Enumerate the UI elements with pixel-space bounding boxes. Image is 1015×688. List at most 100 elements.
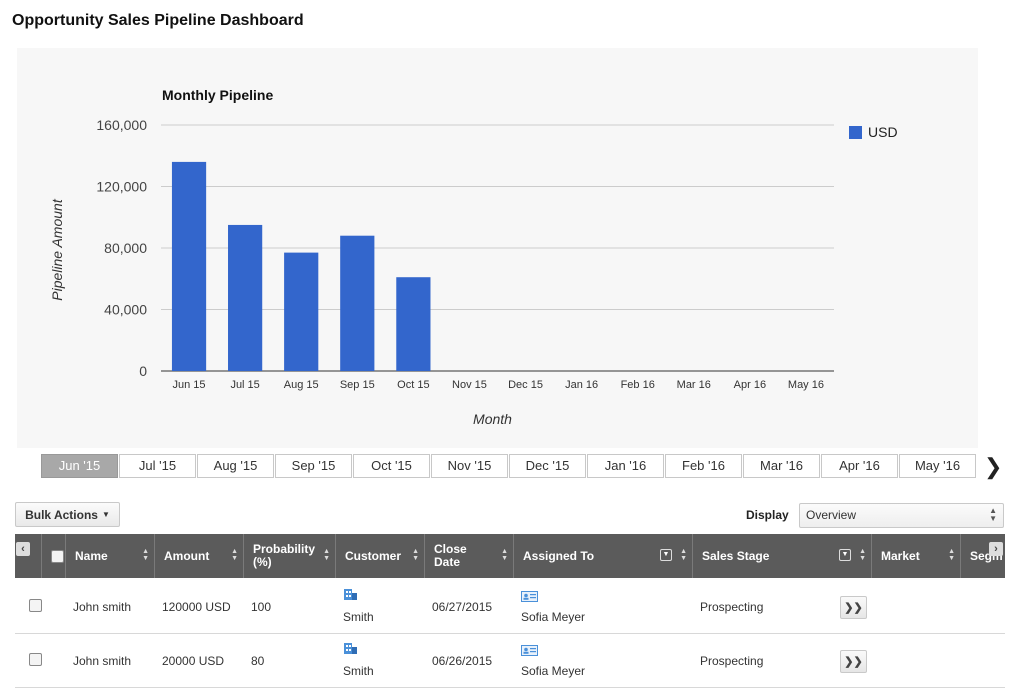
table-row[interactable]: John smith 120000 USD 100 Smith 06/27/2015 So… [15,580,1005,634]
contact-card-icon[interactable] [521,645,538,659]
bar [396,277,431,371]
month-tab[interactable]: Jul '15 [119,454,196,478]
column-header-close-date[interactable]: Close Date ▲ ▼ [424,534,513,578]
cell-sales-stage: Prospecting [700,654,764,668]
column-label: Assigned To [523,549,595,563]
column-label: Sales Stage [702,549,770,563]
display-select-value: Overview [806,508,857,522]
sort-icon[interactable]: ▲ ▼ [231,548,238,562]
y-axis-label: Pipeline Amount [49,198,65,301]
filter-dropdown-icon[interactable]: ▼ [839,549,851,561]
column-label: Name [75,549,108,563]
select-all-cell [41,534,65,578]
x-tick-label: Jul 15 [230,379,259,391]
select-arrows-icon: ▲ ▼ [989,506,997,523]
column-label: Probability (%) [253,542,316,569]
sort-icon[interactable]: ▲ ▼ [680,548,687,562]
display-select[interactable]: Overview ▲ ▼ [799,503,1004,528]
month-tab[interactable]: Dec '15 [509,454,586,478]
cell-sales-stage: Prospecting [700,600,764,614]
y-tick-label: 120,000 [96,179,147,195]
month-tab[interactable]: Mar '16 [743,454,820,478]
x-tick-label: Aug 15 [284,379,319,391]
month-tab[interactable]: Aug '15 [197,454,274,478]
x-tick-label: Feb 16 [621,379,655,391]
sort-icon[interactable]: ▲ ▼ [501,548,508,562]
sort-icon[interactable]: ▲ ▼ [323,548,330,562]
cell-amount: 120000 USD [162,600,231,614]
legend-swatch [849,125,862,139]
x-axis-label: Month [473,411,512,427]
table-row[interactable]: John smith 20000 USD 80 Smith 06/26/2015 Sofi… [15,634,1005,688]
caret-down-icon: ▼ [101,510,110,519]
column-header-segment[interactable]: Segm [960,534,1005,578]
column-header-assigned-to[interactable]: Assigned To ▼ ▲ ▼ [513,534,692,578]
building-icon[interactable] [343,587,359,604]
month-tab[interactable]: Oct '15 [353,454,430,478]
sort-icon[interactable]: ▲ ▼ [948,548,955,562]
column-header-name[interactable]: Name ▲ ▼ [65,534,154,578]
month-tab[interactable]: May '16 [899,454,976,478]
x-tick-label: Jan 16 [565,379,598,391]
month-tab[interactable]: Nov '15 [431,454,508,478]
legend-label: USD [868,124,898,140]
row-expand-button[interactable]: ❯❯ [840,596,867,619]
x-tick-label: May 16 [788,379,824,391]
row-checkbox[interactable] [29,599,42,612]
column-header-amount[interactable]: Amount ▲ ▼ [154,534,243,578]
cell-name: John smith [73,600,132,614]
y-tick-label: 80,000 [104,240,147,256]
x-tick-label: Nov 15 [452,379,487,391]
filter-dropdown-icon[interactable]: ▼ [660,549,672,561]
column-header-customer[interactable]: Customer ▲ ▼ [335,534,424,578]
scroll-right-icon[interactable]: › [989,542,1003,556]
cell-amount: 20000 USD [162,654,225,668]
cell-customer[interactable]: Smith [343,610,374,624]
column-header-sales-stage[interactable]: Sales Stage ▼ ▲ ▼ [692,534,871,578]
building-icon[interactable] [343,641,359,658]
column-label: Amount [164,549,210,563]
column-label: Market [881,549,920,563]
x-tick-label: Apr 16 [734,379,766,391]
chart-panel: 0 40,000 80,000 120,000 160,000 Jun 15 Jul 15 A… [17,48,978,448]
y-tick-label: 40,000 [104,302,147,318]
cell-assigned-to[interactable]: Sofia Meyer [521,610,586,624]
row-expand-button[interactable]: ❯❯ [840,650,867,673]
month-tab[interactable]: Feb '16 [665,454,742,478]
y-tick-label: 0 [139,363,147,379]
month-tab[interactable]: Jun '15 [41,454,118,478]
cell-close-date: 06/26/2015 [432,654,493,668]
cell-customer[interactable]: Smith [343,664,374,678]
cell-assigned-to[interactable]: Sofia Meyer [521,664,586,678]
month-tab[interactable]: Sep '15 [275,454,352,478]
contact-card-icon[interactable] [521,591,538,605]
cell-probability: 80 [251,654,265,668]
cell-close-date: 06/27/2015 [432,600,493,614]
bar [171,161,207,371]
month-tab[interactable]: Jan '16 [587,454,664,478]
bulk-actions-button[interactable]: Bulk Actions ▼ [15,502,120,527]
x-tick-label: Mar 16 [677,379,711,391]
sort-icon[interactable]: ▲ ▼ [142,548,149,562]
select-all-checkbox[interactable] [51,549,64,563]
bar [228,224,263,371]
x-tick-label: Jun 15 [173,379,206,391]
sort-icon[interactable]: ▲ ▼ [412,548,419,562]
column-label: Close Date [434,542,467,569]
column-header-probability[interactable]: Probability (%) ▲ ▼ [243,534,335,578]
x-tick-label: Dec 15 [508,379,543,391]
grid-scroll-left-cell [15,534,41,578]
tabs-next-arrow-icon[interactable]: ❯ [984,454,1003,479]
bar [340,235,375,371]
y-tick-label: 160,000 [96,117,147,133]
x-tick-label: Oct 15 [397,379,429,391]
month-tab[interactable]: Apr '16 [821,454,898,478]
bar [284,252,319,371]
scroll-left-icon[interactable]: ‹ [16,542,30,556]
column-header-market[interactable]: Market ▲ ▼ [871,534,960,578]
cell-name: John smith [73,654,132,668]
x-tick-label: Sep 15 [340,379,375,391]
row-checkbox[interactable] [29,653,42,666]
monthly-pipeline-chart: 0 40,000 80,000 120,000 160,000 Jun 15 Jul 15 A… [49,87,834,427]
sort-icon[interactable]: ▲ ▼ [859,548,866,562]
